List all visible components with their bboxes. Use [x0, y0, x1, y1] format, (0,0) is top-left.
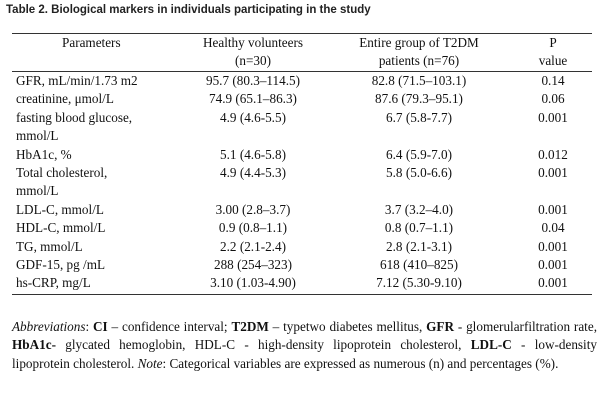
cell-parameter: GFR, mL/min/1.73 m2 — [12, 72, 182, 91]
cell-p-value: 0.14 — [541, 73, 565, 88]
cell-parameter: HbA1c, % — [12, 146, 182, 164]
cell-p-value: 0.06 — [541, 91, 565, 107]
cell-healthy-value: 2.2 (2.1-2.4) — [220, 238, 286, 254]
cell-healthy-value: 4.9 (4.6-5.5) — [220, 109, 286, 125]
parameter-text-line: creatinine, μmol/L — [16, 91, 114, 107]
cell-p-value: 0.001 — [538, 165, 568, 181]
abbrev-def-hba1c: glycated hemoglobin, HDL-C - high-densit… — [55, 337, 471, 353]
cell-t2dm-value: 2.8 (2.1-3.1) — [386, 238, 452, 254]
header-parameters: Parameters — [12, 33, 182, 72]
header-text-line: patients (n=76) — [378, 53, 460, 68]
cell-p-value: 0.001 — [514, 274, 592, 295]
cell-t2dm-value: 6.7 (5.8-7.7) — [386, 109, 452, 125]
cell-healthy-value: 95.7 (80.3–114.5) — [205, 73, 300, 88]
cell-p-value: 0.001 — [538, 201, 568, 217]
table-row: hs-CRP, mg/L 3.10 (1.03-4.90) 7.12 (5.30-9… — [12, 274, 592, 295]
cell-p-value: 0.001 — [538, 257, 568, 273]
cell-parameter: hs-CRP, mg/L — [12, 274, 182, 295]
cell-parameter: fasting blood glucose, mmol/L — [12, 109, 182, 146]
header-row: Parameters Healthy volunteers (n=30) Entire… — [12, 33, 592, 72]
abbrev-term-ldl: LDL-C — [470, 337, 512, 353]
cell-parameter: GDF-15, pg /mL — [12, 256, 182, 274]
table-body: GFR, mL/min/1.73 m2 95.7 (80.3–114.5) 82.8… — [12, 72, 592, 295]
table-header: Parameters Healthy volunteers (n=30) Entire… — [12, 33, 592, 72]
table-caption: Table 2. Biological markers in individua… — [6, 4, 371, 16]
parameter-text-line: fasting blood glucose, — [16, 109, 133, 125]
abbrev-term-hba1c: HbA1c- — [12, 337, 56, 353]
biomarkers-table: Parameters Healthy volunteers (n=30) Entire… — [12, 33, 592, 295]
cell-t2dm-value: 5.8 (5.0-6.6) — [386, 165, 452, 181]
abbreviations-label: Abbreviations — [12, 319, 86, 334]
cell-healthy-value: 5.1 (4.6-5.8) — [220, 146, 286, 162]
cell-p-value: 0.012 — [538, 146, 568, 162]
abbrev-colon: : — [85, 319, 94, 334]
parameter-text-line: HbA1c, % — [16, 146, 72, 162]
cell-t2dm-value: 87.6 (79.3–95.1) — [375, 91, 463, 107]
parameter-text-line: mmol/L — [16, 128, 59, 144]
cell-healthy-value: 288 (254–323) — [213, 257, 293, 273]
table-row: HbA1c, % 5.1 (4.6-5.8) 6.4 (5.9-7.0) 0.012 — [12, 146, 592, 164]
note-label: Note — [137, 355, 163, 371]
cell-t2dm-value: 7.12 (5.30-9.10) — [324, 274, 514, 295]
abbrev-def-ci: – confidence interval; — [107, 319, 232, 334]
cell-parameter: HDL-C, mmol/L — [12, 219, 182, 237]
note-text: : Categorical variables are expressed as… — [162, 355, 559, 371]
header-t2dm-patients: Entire group of T2DM patients (n=76) — [324, 33, 514, 72]
table-row: creatinine, μmol/L 74.9 (65.1–86.3) 87.6 (… — [12, 90, 592, 108]
header-text-line: Parameters — [62, 35, 121, 50]
cell-healthy-value: 0.9 (0.8–1.1) — [218, 220, 288, 236]
abbrev-def-ldl: - low-density lipoprotein cholesterol. — [12, 337, 597, 371]
abbrev-def-gfr: - glomerularfiltration rate, — [454, 319, 597, 334]
cell-t2dm-value: 82.8 (71.5–103.1) — [371, 73, 467, 88]
table-row: GDF-15, pg /mL 288 (254–323) 618 (410–825)… — [12, 256, 592, 274]
table-row: fasting blood glucose, mmol/L 4.9 (4.6-5.5… — [12, 109, 592, 146]
cell-p-value: 0.04 — [541, 220, 565, 236]
header-text-line: Entire group of T2DM — [359, 35, 479, 50]
header-text-line: Healthy volunteers — [203, 35, 303, 50]
header-text-line: value — [538, 53, 568, 68]
table-row: LDL-C, mmol/L 3.00 (2.8–3.7) 3.7 (3.2–4.0)… — [12, 201, 592, 219]
cell-t2dm-value: 6.4 (5.9-7.0) — [386, 146, 452, 162]
abbrev-term-ci: CI — [93, 319, 108, 334]
table-row: HDL-C, mmol/L 0.9 (0.8–1.1) 0.8 (0.7–1.1) 0… — [12, 219, 592, 237]
abbrev-term-t2dm: T2DM — [231, 319, 269, 334]
cell-t2dm-value: 0.8 (0.7–1.1) — [384, 220, 454, 236]
table-row: GFR, mL/min/1.73 m2 95.7 (80.3–114.5) 82.8… — [12, 72, 592, 91]
abbrev-term-gfr: GFR — [426, 319, 454, 334]
cell-parameter: Total cholesterol, mmol/L — [12, 164, 182, 201]
table-footnote: Abbreviations: CI – confidence interval;… — [12, 318, 597, 373]
cell-healthy-value: 3.00 (2.8–3.7) — [215, 201, 291, 217]
parameter-text-line: TG, mmol/L — [16, 238, 83, 254]
cell-parameter: creatinine, μmol/L — [12, 90, 182, 108]
cell-parameter: TG, mmol/L — [12, 238, 182, 256]
table-row: Total cholesterol, mmol/L 4.9 (4.4-5.3) 5.8… — [12, 164, 592, 201]
parameter-text-line: hs-CRP, mg/L — [16, 275, 91, 291]
cell-p-value: 0.001 — [538, 109, 568, 125]
cell-t2dm-value: 618 (410–825) — [379, 257, 459, 273]
header-healthy-volunteers: Healthy volunteers (n=30) — [182, 33, 324, 72]
parameter-text-line: Total cholesterol, — [16, 165, 108, 181]
header-text-line: P — [549, 35, 557, 50]
cell-healthy-value: 4.9 (4.4-5.3) — [220, 165, 286, 181]
cell-parameter: LDL-C, mmol/L — [12, 201, 182, 219]
abbrev-def-t2dm: – typetwo diabetes mellitus, — [268, 319, 427, 334]
cell-t2dm-value: 3.7 (3.2–4.0) — [384, 201, 454, 217]
cell-healthy-value: 74.9 (65.1–86.3) — [209, 91, 297, 107]
parameter-text-line: GDF-15, pg /mL — [16, 257, 106, 273]
parameter-text-line: GFR, mL/min/1.73 m2 — [16, 73, 138, 88]
table-row: TG, mmol/L 2.2 (2.1-2.4) 2.8 (2.1-3.1) 0.00… — [12, 238, 592, 256]
parameter-text-line: mmol/L — [16, 183, 59, 199]
cell-p-value: 0.001 — [538, 238, 568, 254]
parameter-text-line: LDL-C, mmol/L — [16, 201, 104, 217]
header-text-line: (n=30) — [234, 53, 271, 68]
parameter-text-line: HDL-C, mmol/L — [16, 220, 106, 236]
cell-healthy-value: 3.10 (1.03-4.90) — [182, 274, 324, 295]
